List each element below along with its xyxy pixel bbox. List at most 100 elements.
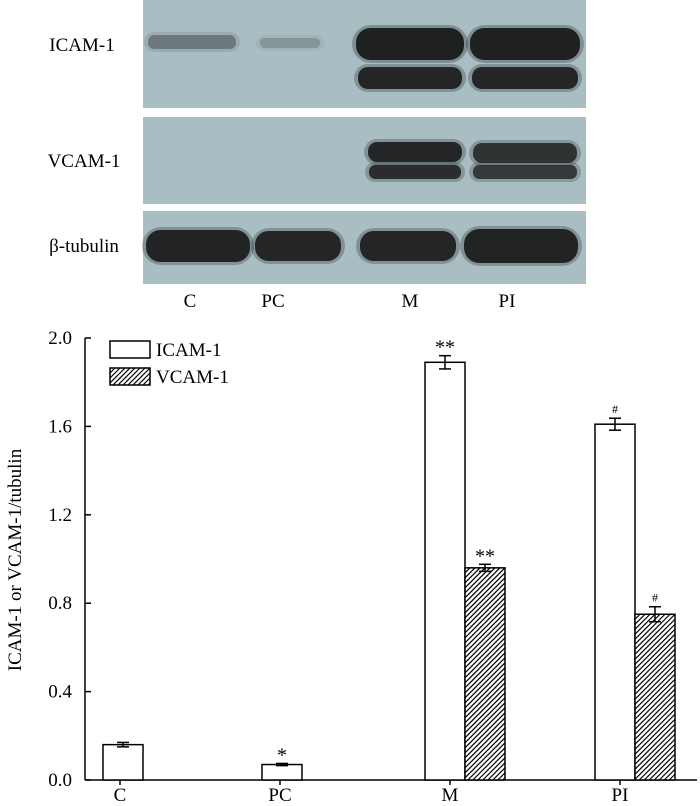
y-tick-label: 1.2 <box>48 505 72 526</box>
hatch-line <box>464 682 506 724</box>
hatch-line <box>477 752 506 781</box>
hatch-line <box>464 567 501 604</box>
x-tick-label: PI <box>612 785 629 806</box>
bars <box>102 354 676 781</box>
hatch-line <box>464 677 506 719</box>
hatch-line <box>634 613 656 635</box>
blot-band-core <box>360 231 456 261</box>
hatch-line <box>464 707 506 749</box>
blot-band <box>364 139 466 165</box>
hatch-line <box>634 613 676 655</box>
hatch-line <box>464 692 506 734</box>
bar-icam-1-pc <box>261 762 303 781</box>
blot-band-core <box>356 28 464 60</box>
blot-band-core <box>358 67 462 89</box>
blot-band-core <box>255 231 341 261</box>
hatch-line <box>464 652 506 694</box>
hatch-line <box>464 657 506 699</box>
hatch-line <box>464 597 506 639</box>
blot-band <box>469 140 581 166</box>
hatch-line <box>668 773 676 781</box>
hatch-line <box>482 757 506 781</box>
hatch-line <box>464 617 506 659</box>
hatch-line <box>648 753 676 781</box>
hatch-line <box>464 712 506 754</box>
hatch-line <box>464 737 506 779</box>
hatch-line <box>464 717 506 759</box>
western-blot: ICAM-1 VCAM-1 β-tubulin C PC M PI <box>48 0 586 312</box>
hatch-line <box>464 567 481 584</box>
blot-lane-label: PC <box>261 291 284 312</box>
significance-mark: ** <box>475 545 495 567</box>
legend-swatch-border <box>109 367 151 386</box>
y-tick-label: 0.8 <box>48 593 72 614</box>
hatch-line <box>634 718 676 760</box>
bar-chart: ICAM-1 or VCAM-1/tubulin C PC M PI 0.00.… <box>5 328 697 806</box>
hatch-line <box>634 688 676 730</box>
blot-band-core <box>368 142 462 162</box>
bar-icam-1-m <box>424 354 466 781</box>
hatch-line <box>464 702 506 744</box>
hatch-line <box>634 708 676 750</box>
hatch-line <box>634 723 676 765</box>
hatch-line <box>122 367 141 386</box>
x-tick-label: C <box>114 785 127 806</box>
hatch-line <box>464 622 506 664</box>
hatch-line <box>464 637 506 679</box>
hatch-line <box>634 658 676 700</box>
blot-band <box>142 227 254 265</box>
hatch-line <box>117 367 136 386</box>
hatch-line <box>464 592 506 634</box>
hatch-line <box>464 607 506 649</box>
hatch-line <box>464 587 506 629</box>
hatch-line <box>487 762 506 781</box>
blot-band <box>469 162 581 182</box>
hatch-line <box>634 628 676 670</box>
legend-label-vcam1: VCAM-1 <box>156 367 229 388</box>
hatch-line <box>464 667 506 709</box>
hatch-line <box>127 367 146 386</box>
hatch-line <box>634 693 676 735</box>
hatch-line <box>663 768 676 781</box>
hatch-line <box>464 662 506 704</box>
bar-fill <box>425 362 465 780</box>
hatch-line <box>643 748 676 781</box>
blot-band <box>352 25 468 63</box>
blot-band-halo <box>256 35 324 51</box>
x-tick-label: M <box>442 785 459 806</box>
hatch-line <box>634 613 671 650</box>
y-tick-label: 2.0 <box>48 328 72 349</box>
bar-vcam-1-pi <box>634 605 676 781</box>
hatch-line <box>634 613 646 625</box>
blot-row-label-tubulin: β-tubulin <box>49 236 119 257</box>
hatch-line <box>109 367 116 374</box>
significance-mark: * <box>277 744 287 766</box>
blot-band-core <box>473 143 577 163</box>
blot-lane-label: M <box>402 291 419 312</box>
hatch-line <box>634 713 676 755</box>
blot-lane-label: C <box>184 291 197 312</box>
y-tick-label: 0.0 <box>48 770 72 791</box>
hatch-line <box>464 687 506 729</box>
blot-band <box>365 162 465 182</box>
hatch-line <box>464 642 506 684</box>
hatch-line <box>464 567 506 609</box>
hatch-line <box>634 673 676 715</box>
hatch-line <box>464 567 496 599</box>
blot-band <box>460 226 582 266</box>
hatch-line <box>653 758 676 781</box>
significance-marks: *****## <box>277 337 658 767</box>
hatch-line <box>464 697 506 739</box>
hatch-line <box>137 372 151 386</box>
hatch-line <box>638 743 676 781</box>
blot-band <box>256 35 324 51</box>
hatch-line <box>109 367 121 379</box>
hatch-line <box>464 567 471 574</box>
bar-fill <box>262 764 302 780</box>
blot-band-core <box>464 229 578 263</box>
hatch-line <box>132 367 151 386</box>
hatch-line <box>142 377 151 386</box>
legend-label-icam1: ICAM-1 <box>156 340 221 361</box>
hatch-line <box>634 613 666 645</box>
